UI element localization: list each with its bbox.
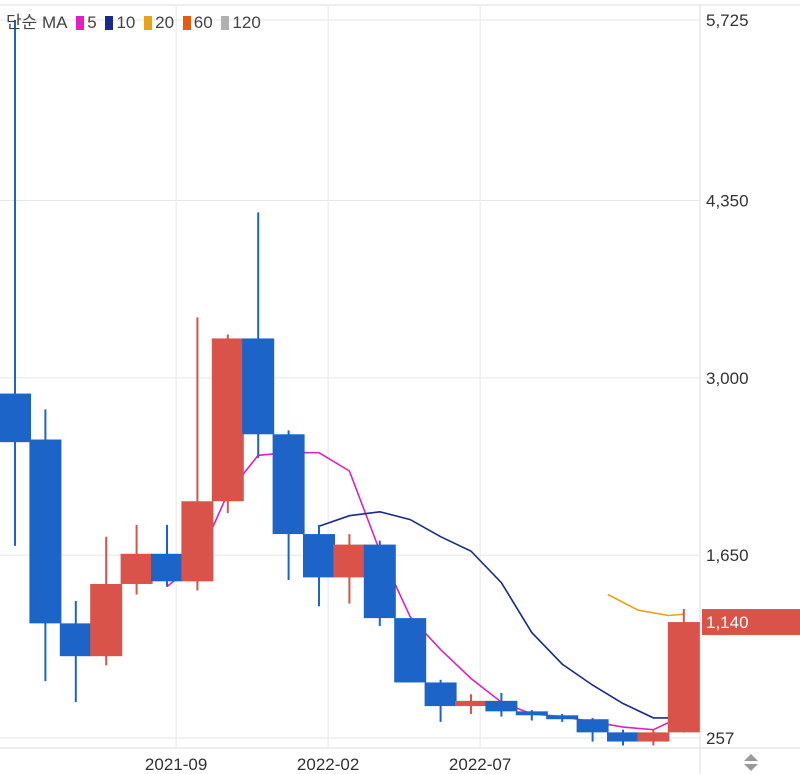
candle-body xyxy=(515,711,548,716)
candle-body xyxy=(546,715,579,720)
ma120-swatch xyxy=(221,16,230,30)
legend-ma5[interactable]: 5 xyxy=(76,13,97,33)
legend-ma10[interactable]: 10 xyxy=(105,13,135,33)
candle-body xyxy=(455,700,487,707)
ma-line-10 xyxy=(318,510,684,719)
ma-legend[interactable]: 단순 MA 5 10 20 60 120 xyxy=(6,8,265,33)
ma-line-20 xyxy=(607,593,684,617)
ma5-swatch xyxy=(76,16,85,30)
legend-ma120[interactable]: 120 xyxy=(221,13,261,33)
grid xyxy=(0,4,800,774)
candle-body xyxy=(637,732,670,742)
current-price-label: 1,140 xyxy=(706,613,749,632)
candle-body xyxy=(394,618,427,683)
candle-body xyxy=(424,682,457,707)
legend-ma20[interactable]: 20 xyxy=(144,13,174,33)
y-axis: 5,725 4,350 3,000 1,650 257 xyxy=(706,11,749,748)
y-tick-label: 4,350 xyxy=(706,192,749,211)
current-price-marker: 1,140 xyxy=(702,609,800,771)
scroll-handle-icon[interactable] xyxy=(744,754,758,771)
candle-body xyxy=(363,544,396,619)
x-tick-label: 2022-07 xyxy=(449,755,511,774)
candle-body xyxy=(485,700,518,712)
x-axis: 2021-09 2022-02 2022-07 xyxy=(145,755,511,774)
ma60-swatch xyxy=(182,16,191,30)
ma120-label: 120 xyxy=(232,13,261,32)
y-tick-label: 3,000 xyxy=(706,369,749,388)
scroll-up-arrow xyxy=(744,754,758,761)
legend-title: 단순 MA xyxy=(6,13,68,32)
y-tick-label: 257 xyxy=(706,729,734,748)
candle-body xyxy=(29,439,62,624)
scroll-down-arrow xyxy=(744,764,758,771)
candle-body xyxy=(333,544,366,578)
candle-body xyxy=(272,434,305,535)
candle-body xyxy=(59,623,92,657)
ma20-swatch xyxy=(144,16,153,30)
candle-body xyxy=(211,338,244,502)
price-box xyxy=(702,609,800,636)
candle-body xyxy=(90,583,123,657)
ma10-label: 10 xyxy=(116,13,136,32)
candle-body xyxy=(303,534,335,578)
ma60-label: 60 xyxy=(193,13,213,32)
candle-body xyxy=(151,553,183,582)
y-tick-label: 1,650 xyxy=(706,546,749,565)
y-tick-label: 5,725 xyxy=(706,11,749,30)
candle-body xyxy=(0,393,31,443)
candle-body xyxy=(607,732,639,742)
ma5-label: 5 xyxy=(87,13,97,32)
candle-body xyxy=(181,501,214,582)
legend-ma60[interactable]: 60 xyxy=(182,13,213,33)
candle-body xyxy=(576,719,609,733)
candlesticks xyxy=(0,20,700,746)
candle-body xyxy=(242,338,275,435)
candle-body xyxy=(667,622,700,733)
ma20-label: 20 xyxy=(155,13,175,32)
ma10-swatch xyxy=(105,16,114,30)
x-tick-label: 2022-02 xyxy=(297,755,359,774)
x-tick-label: 2021-09 xyxy=(145,755,207,774)
candle-body xyxy=(120,553,153,584)
